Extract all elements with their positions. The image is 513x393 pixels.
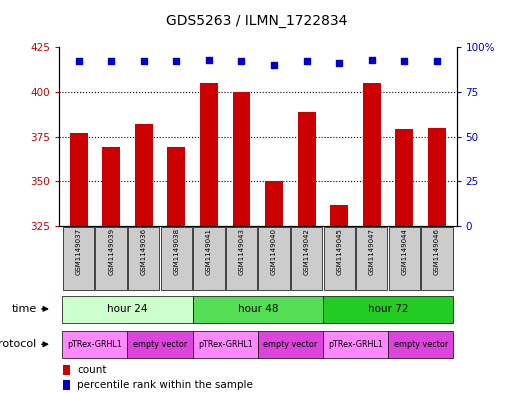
Text: empty vector: empty vector — [133, 340, 187, 349]
Text: hour 72: hour 72 — [368, 305, 408, 314]
Bar — [102, 147, 120, 226]
FancyBboxPatch shape — [161, 227, 192, 290]
Bar — [70, 133, 88, 226]
Point — [107, 58, 115, 64]
Text: percentile rank within the sample: percentile rank within the sample — [77, 380, 253, 391]
Point — [303, 58, 311, 64]
Point — [270, 62, 278, 68]
FancyBboxPatch shape — [128, 227, 160, 290]
Point — [205, 57, 213, 63]
Bar — [63, 365, 70, 375]
FancyBboxPatch shape — [62, 296, 192, 323]
FancyBboxPatch shape — [95, 227, 127, 290]
Text: GSM1149038: GSM1149038 — [173, 228, 180, 275]
Text: GSM1149037: GSM1149037 — [75, 228, 82, 275]
FancyBboxPatch shape — [324, 227, 355, 290]
Text: count: count — [77, 365, 106, 375]
Bar — [363, 83, 381, 226]
Text: GSM1149043: GSM1149043 — [239, 228, 245, 275]
Text: GSM1149044: GSM1149044 — [402, 228, 407, 275]
Text: GSM1149039: GSM1149039 — [108, 228, 114, 275]
FancyBboxPatch shape — [226, 227, 257, 290]
Text: GSM1149045: GSM1149045 — [336, 228, 342, 275]
FancyBboxPatch shape — [62, 331, 127, 358]
Text: protocol: protocol — [0, 339, 36, 349]
Point — [368, 57, 376, 63]
Text: GSM1149036: GSM1149036 — [141, 228, 147, 275]
Bar — [265, 181, 283, 226]
FancyBboxPatch shape — [323, 331, 388, 358]
Bar — [330, 204, 348, 226]
Point — [74, 58, 83, 64]
FancyBboxPatch shape — [259, 227, 290, 290]
FancyBboxPatch shape — [192, 331, 258, 358]
FancyBboxPatch shape — [127, 331, 192, 358]
FancyBboxPatch shape — [388, 331, 453, 358]
Text: GSM1149041: GSM1149041 — [206, 228, 212, 275]
FancyBboxPatch shape — [63, 227, 94, 290]
Bar — [396, 129, 413, 226]
FancyBboxPatch shape — [193, 227, 225, 290]
Text: GSM1149042: GSM1149042 — [304, 228, 310, 275]
Bar — [298, 112, 315, 226]
Text: pTRex-GRHL1: pTRex-GRHL1 — [198, 340, 252, 349]
Bar — [232, 92, 250, 226]
Text: empty vector: empty vector — [393, 340, 448, 349]
Text: pTRex-GRHL1: pTRex-GRHL1 — [328, 340, 383, 349]
Point — [335, 60, 343, 66]
Text: GSM1149047: GSM1149047 — [369, 228, 375, 275]
FancyBboxPatch shape — [258, 331, 323, 358]
Point — [172, 58, 181, 64]
FancyBboxPatch shape — [192, 296, 323, 323]
FancyBboxPatch shape — [356, 227, 387, 290]
Point — [433, 58, 441, 64]
Text: empty vector: empty vector — [263, 340, 318, 349]
Text: GSM1149046: GSM1149046 — [434, 228, 440, 275]
Bar — [63, 380, 70, 390]
Bar — [428, 128, 446, 226]
Text: hour 48: hour 48 — [238, 305, 278, 314]
Bar — [167, 147, 185, 226]
Point — [140, 58, 148, 64]
FancyBboxPatch shape — [323, 296, 453, 323]
FancyBboxPatch shape — [291, 227, 322, 290]
Text: GDS5263 / ILMN_1722834: GDS5263 / ILMN_1722834 — [166, 14, 347, 28]
Text: hour 24: hour 24 — [107, 305, 148, 314]
Bar — [200, 83, 218, 226]
FancyBboxPatch shape — [389, 227, 420, 290]
Point — [238, 58, 246, 64]
FancyBboxPatch shape — [421, 227, 452, 290]
Text: GSM1149040: GSM1149040 — [271, 228, 277, 275]
Text: pTRex-GRHL1: pTRex-GRHL1 — [68, 340, 122, 349]
Point — [400, 58, 408, 64]
Text: time: time — [11, 304, 36, 314]
Bar — [135, 124, 153, 226]
